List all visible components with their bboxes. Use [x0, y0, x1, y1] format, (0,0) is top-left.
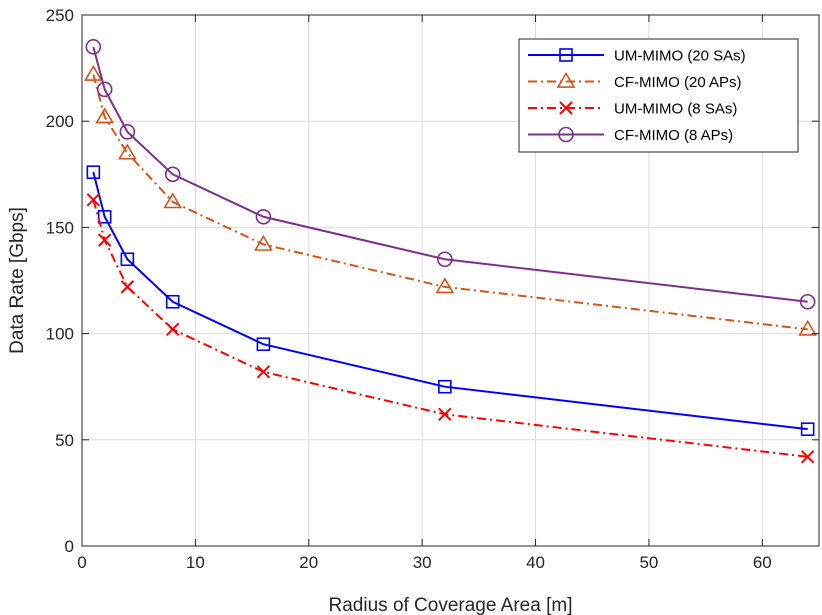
y-axis-label: Data Rate [Gbps]	[7, 207, 28, 354]
x-tick-label: 10	[186, 553, 205, 572]
data-point	[166, 322, 180, 337]
data-point	[164, 166, 181, 183]
data-point	[254, 234, 273, 251]
legend-item: UM-MIMO (20 SAs)	[528, 48, 746, 65]
data-point	[86, 165, 101, 179]
data-point	[83, 64, 103, 81]
data-point	[119, 124, 136, 140]
x-tick-label: 60	[753, 553, 772, 572]
series-group	[83, 39, 818, 464]
data-point	[165, 294, 180, 309]
x-tick-label: 50	[639, 553, 658, 572]
y-tick-label: 200	[46, 112, 74, 131]
data-point	[256, 365, 271, 379]
data-point	[86, 193, 101, 207]
data-point	[96, 81, 113, 98]
data-point-stroke	[438, 407, 452, 422]
data-point	[120, 252, 135, 267]
x-tick-label: 30	[413, 553, 432, 572]
y-tick-label: 0	[65, 537, 74, 556]
plot-frame	[81, 14, 820, 547]
data-point-stroke	[86, 193, 101, 207]
data-point	[438, 379, 452, 394]
data-point	[97, 209, 112, 224]
legend-label: CF-MIMO (8 APs)	[614, 127, 733, 144]
legend-label: UM-MIMO (20 SAs)	[614, 48, 746, 65]
series-0	[86, 165, 815, 436]
data-point	[435, 277, 455, 294]
data-point-stroke	[97, 233, 112, 247]
legend-marker	[556, 71, 576, 88]
legend-item: CF-MIMO (20 APs)	[528, 71, 742, 91]
legend-box	[518, 38, 799, 153]
legend: UM-MIMO (20 SAs) CF-MIMO (20 APs) UM-MIMO …	[518, 38, 799, 153]
data-point	[799, 293, 816, 310]
series-2	[86, 193, 815, 464]
legend-marker	[558, 126, 574, 143]
data-point-stroke	[120, 280, 135, 294]
data-point	[85, 39, 102, 55]
data-point	[97, 233, 112, 247]
legend-label: UM-MIMO (8 SAs)	[614, 101, 737, 118]
data-point	[800, 422, 815, 436]
data-point	[256, 337, 271, 352]
y-tick-label: 250	[46, 6, 74, 25]
series-line	[92, 199, 808, 458]
x-tick-label: 20	[299, 553, 318, 572]
legend-marker	[559, 101, 573, 115]
series-1	[83, 64, 818, 336]
series-line	[92, 46, 808, 303]
data-point	[800, 450, 815, 464]
data-point	[117, 143, 137, 160]
data-point	[798, 319, 818, 336]
legend-marker	[559, 48, 573, 62]
legend-marker-stroke	[559, 101, 573, 115]
series-3	[85, 39, 816, 310]
data-point	[95, 107, 115, 124]
legend-label: CF-MIMO (20 APs)	[614, 74, 742, 91]
ticks: 0 10 20 30 40 50 60 0 50 100 150 200 250	[46, 6, 819, 572]
data-point-stroke	[166, 322, 180, 337]
data-point	[437, 251, 453, 268]
legend-item: UM-MIMO (8 SAs)	[528, 101, 737, 118]
x-tick-label: 40	[526, 553, 545, 572]
y-tick-label: 150	[46, 218, 74, 237]
series-line	[92, 74, 808, 331]
data-point	[163, 192, 183, 209]
y-tick-label: 50	[55, 431, 74, 450]
x-axis-label: Radius of Coverage Area [m]	[329, 595, 573, 615]
x-tick-label: 0	[77, 553, 86, 572]
data-point-stroke	[256, 365, 271, 379]
data-point	[255, 208, 272, 225]
series-line	[92, 171, 808, 431]
data-point	[438, 407, 452, 422]
data-point-stroke	[800, 450, 815, 464]
legend-item: CF-MIMO (8 APs)	[528, 126, 733, 144]
y-tick-label: 100	[46, 325, 74, 344]
data-point	[120, 280, 135, 294]
